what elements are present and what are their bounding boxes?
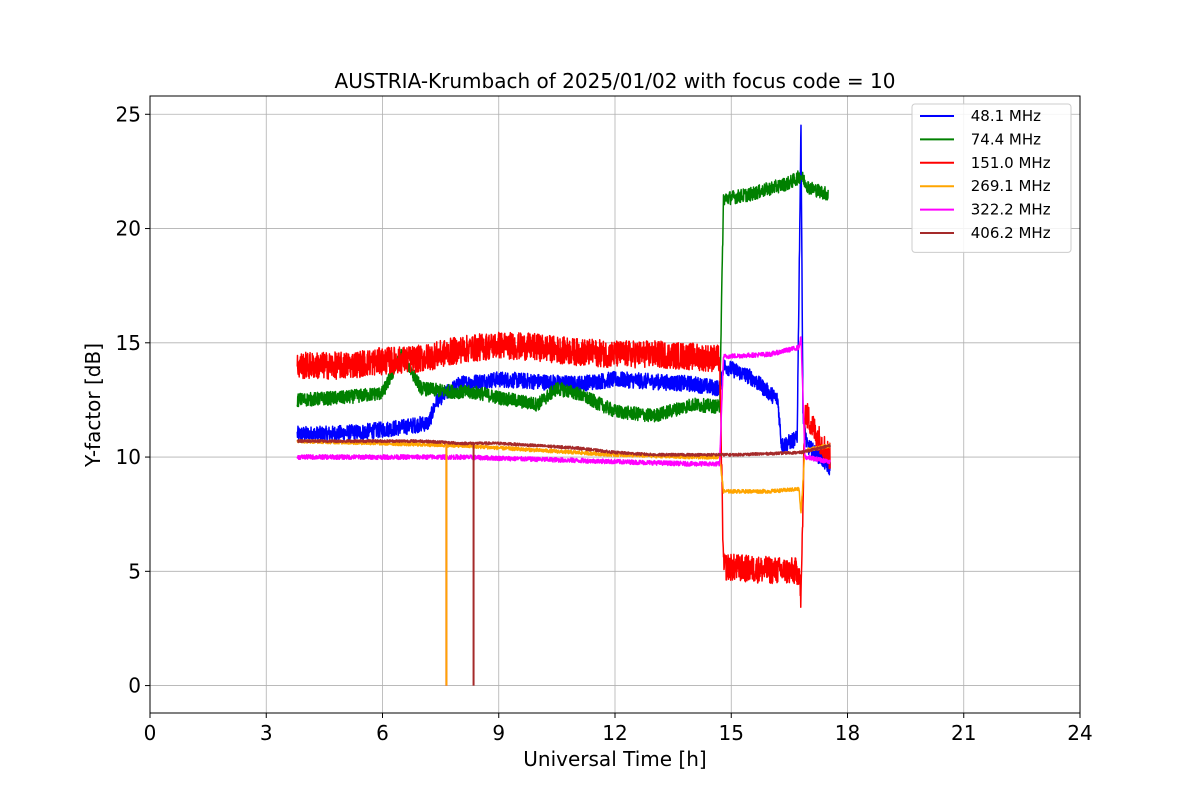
- y-axis-label: Y-factor [dB]: [81, 343, 105, 468]
- legend-label: 151.0 MHz: [966, 154, 1051, 172]
- y-tick-label: 20: [116, 217, 141, 241]
- series-line: [296, 170, 829, 423]
- x-tick-label: 24: [1067, 721, 1092, 745]
- chart-title: AUSTRIA-Krumbach of 2025/01/02 with focu…: [335, 69, 896, 93]
- ticks: 0 3 6 9 12 15 18 21 24 0 5 10 15 20 25: [116, 102, 1093, 745]
- legend-label: 74.4 MHz: [966, 130, 1041, 148]
- legend-label: 269.1 MHz: [966, 177, 1051, 195]
- series-line: [296, 438, 831, 457]
- y-tick-label: 10: [116, 445, 141, 469]
- legend-box: [911, 103, 1072, 253]
- x-axis-label: Universal Time [h]: [523, 747, 706, 771]
- series-line: [296, 438, 831, 514]
- x-tick-label: 15: [719, 721, 744, 745]
- y-tick-label: 25: [116, 102, 141, 126]
- series-layer: [296, 124, 831, 686]
- x-tick-label: 6: [376, 721, 389, 745]
- series-line: [296, 331, 831, 608]
- legend-label: 406.2 MHz: [966, 224, 1051, 242]
- x-tick-label: 3: [260, 721, 273, 745]
- legend-label: 322.2 MHz: [966, 201, 1051, 219]
- legend-label: 48.1 MHz: [966, 107, 1041, 125]
- series-line: [296, 124, 831, 476]
- x-tick-label: 21: [951, 721, 976, 745]
- x-tick-label: 12: [602, 721, 627, 745]
- legend: 48.1 MHz 74.4 MHz 151.0 MHz 269.1 MHz 32…: [911, 103, 1072, 253]
- x-tick-label: 9: [492, 721, 505, 745]
- x-tick-label: 18: [835, 721, 860, 745]
- series-line: [296, 336, 831, 467]
- y-tick-label: 5: [128, 559, 141, 583]
- x-tick-label: 0: [144, 721, 157, 745]
- y-tick-label: 15: [116, 331, 141, 355]
- y-tick-label: 0: [128, 674, 141, 698]
